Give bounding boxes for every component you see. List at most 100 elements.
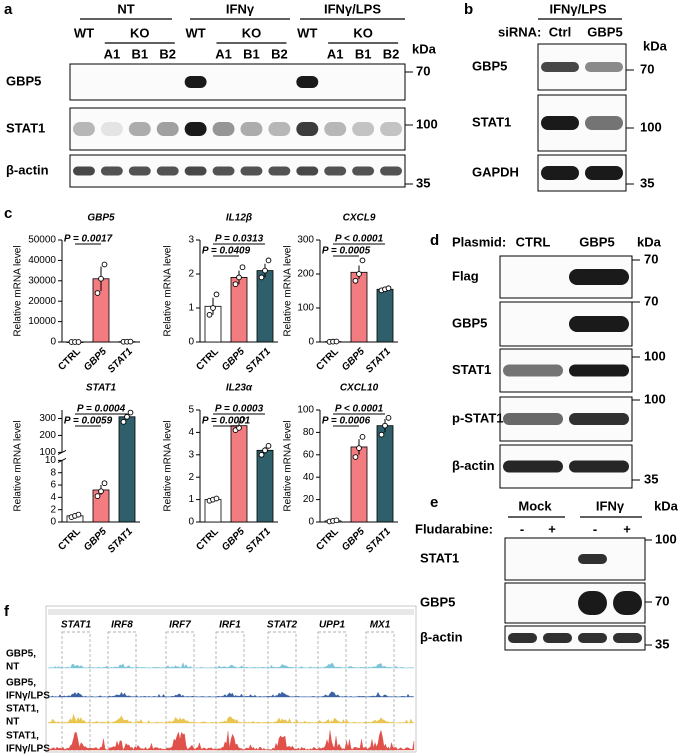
data-point [98,488,104,495]
data-point [127,338,134,345]
y-tick-label: 300 [297,235,314,246]
bar [230,425,248,523]
row-label: GBP5 [452,315,487,330]
lane-label: GBP5 [579,234,614,249]
gene-label: IRF7 [169,620,191,631]
y-tick-label: 200 [39,430,56,441]
chromosome-bar [48,609,414,615]
blot [504,537,646,581]
data-point [352,277,359,284]
marker-label: 70 [416,63,430,78]
x-tick-label: GBP5 [82,346,109,373]
panel-label: f [4,603,10,620]
treatment-label: Fludarabine: [415,521,493,536]
marker-label: 70 [644,293,658,308]
data-point [265,442,272,449]
y-tick-label: 10 [45,455,57,466]
band [268,166,291,176]
band [569,364,629,377]
marker-label: 70 [655,593,669,608]
data-point [352,454,359,460]
data-point [101,261,108,268]
band [503,364,563,377]
data-point [213,495,220,502]
x-tick-label: GBP5 [82,526,109,553]
band [569,316,629,332]
group-label: IFNγ [226,1,255,16]
y-axis-label: Relative mRNA level [163,420,174,511]
gene-label: STAT1 [61,620,92,631]
y-tick-label: 8 [50,467,56,478]
y-tick-label: 0 [50,517,56,528]
band [380,166,402,176]
band [569,269,629,285]
y-tick-label: 30000 [28,275,56,286]
data-point [75,511,82,518]
track-label: NT [6,717,19,728]
row-label: GBP5 [472,58,507,73]
lane-label: B2 [159,46,176,61]
band [613,591,642,615]
x-tick-label: CTRL [194,346,221,373]
x-tick-label: STAT1 [106,526,135,555]
band [352,166,375,176]
x-tick-label: GBP5 [340,526,367,553]
y-axis-label: Relative mRNA level [283,420,294,511]
y-tick-label: 300 [39,413,56,424]
band [324,166,347,176]
x-tick-label: CTRL [314,526,341,553]
data-point [236,274,242,281]
x-tick-label: STAT1 [244,526,273,555]
marker-label: 70 [644,251,658,266]
blot [69,154,406,188]
y-tick-label: 200 [297,269,314,280]
x-tick-label: STAT1 [364,526,393,555]
genotype-label: WT [297,25,317,40]
p-value: P = 0.0313 [215,234,264,245]
data-point [213,291,220,298]
lane-label: B2 [383,46,400,61]
data-point [333,338,340,345]
band [508,633,537,643]
track-label: STAT1, [6,731,39,742]
x-tick-label: CTRL [194,526,221,553]
bar [230,276,248,343]
y-tick-label: 6 [50,480,56,491]
gene-label: STAT2 [267,620,298,631]
lane-label: Ctrl [549,24,571,39]
lane-label: A1 [104,46,121,61]
track-label: STAT1, [6,704,39,715]
data-point [262,267,268,274]
band [184,122,207,136]
y-tick-label: 2 [188,269,194,280]
y-tick-label: 20000 [28,296,56,307]
row-label: GAPDH [472,164,519,179]
marker-label: 70 [640,61,654,76]
data-point [232,281,239,288]
band [569,413,629,425]
data-point [356,445,362,451]
y-axis-label: Relative mRNA level [163,245,174,336]
band [503,460,563,473]
row-label: STAT1 [452,362,491,377]
y-tick-label: 1 [188,494,194,505]
gene-label: IRF1 [219,620,241,631]
y-tick-label: 80 [303,427,315,438]
plasmid-label: Plasmid: [452,234,506,249]
lane-label: A1 [327,46,344,61]
p-value: P = 0.0017 [64,234,113,245]
x-tick-label: GBP5 [340,346,367,373]
band [578,554,607,564]
x-tick-label: CTRL [56,346,83,373]
lane-label: B2 [271,46,288,61]
y-tick-label: 1 [188,303,194,314]
band [184,76,207,88]
marker-label: 100 [416,116,438,131]
panel-label: d [430,232,439,249]
row-label: Flag [452,268,479,283]
data-point [359,434,366,440]
unit-label: kDa [637,234,662,249]
coverage-track [47,691,415,698]
y-tick-label: 20 [303,494,315,505]
data-point [258,274,265,281]
